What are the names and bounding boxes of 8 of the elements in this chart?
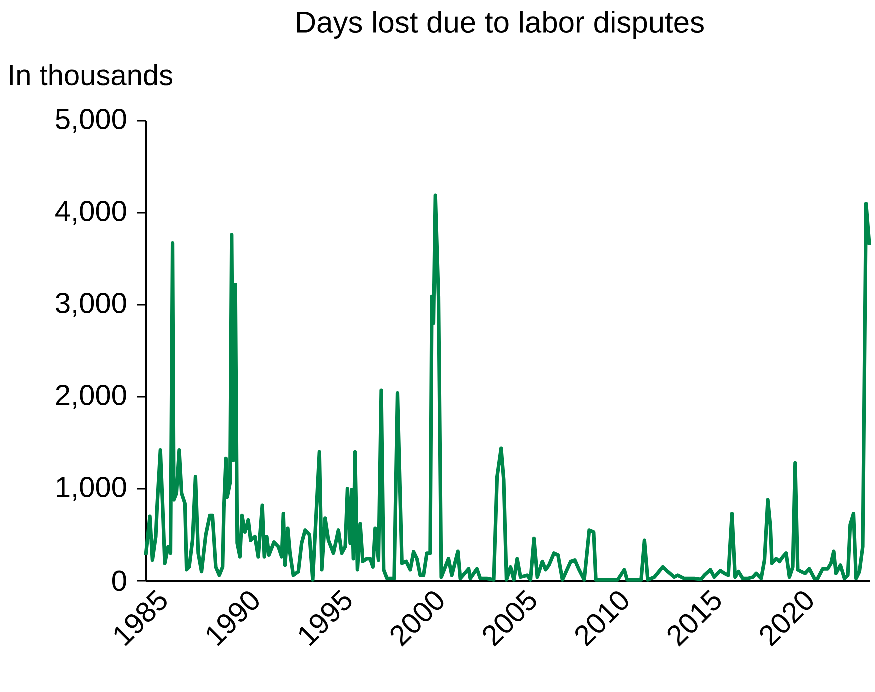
y-tick-label: 0 bbox=[112, 570, 126, 592]
y-tick-label: 3,000 bbox=[56, 293, 126, 317]
y-tick-label: 1,000 bbox=[57, 477, 126, 501]
y-tick-label: 5,000 bbox=[56, 109, 126, 133]
y-tick-label: 2,000 bbox=[56, 385, 126, 409]
y-tick-label: 4,000 bbox=[56, 201, 126, 225]
y-axis-title: In thousands bbox=[10, 64, 173, 86]
chart-title: Days lost due to labor disputes bbox=[297, 11, 704, 39]
